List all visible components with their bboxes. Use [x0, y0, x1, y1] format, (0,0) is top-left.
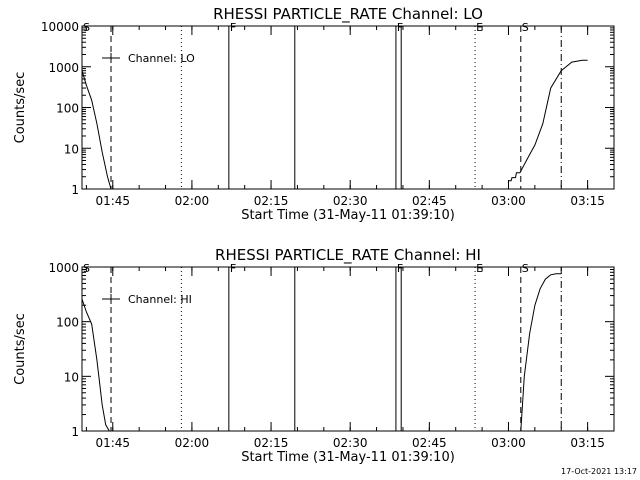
y-tick-label: 1 [71, 183, 79, 197]
y-tick-label: 1 [71, 425, 79, 439]
data-series-line [81, 298, 110, 432]
x-tick-label: 02:00 [175, 194, 210, 208]
event-marker-label: F [230, 262, 236, 275]
y-tick-label: 1000 [48, 61, 79, 75]
y-tick-label: 10000 [41, 20, 79, 34]
event-marker-label: S [522, 262, 529, 275]
x-tick-label: 03:00 [491, 436, 526, 450]
x-tick-label: 01:45 [95, 194, 130, 208]
legend-label: Channel: LO [128, 52, 195, 65]
panel-lo-channel: RHESSI PARTICLE_RATE Channel: LO 1 10 100 10… [13, 5, 615, 223]
x-tick-label: 03:00 [491, 194, 526, 208]
x-tick-label: 02:45 [412, 194, 447, 208]
event-marker-label: S [83, 21, 90, 34]
y-tick-label: 10 [64, 370, 79, 384]
x-tick-label: 02:45 [412, 436, 447, 450]
event-marker-label: S [522, 21, 529, 34]
x-axis-label: Start Time (31-May-11 01:39:10) [241, 208, 455, 223]
x-tick-label: 02:30 [333, 436, 368, 450]
plot-frame [81, 266, 615, 432]
y-axis-label: Counts/sec [13, 313, 28, 385]
data-series-line [506, 59, 588, 190]
timestamp-label: 17-Oct-2021 13:17 [561, 467, 637, 476]
y-tick-label: 100 [56, 102, 79, 116]
x-tick-label: 01:45 [95, 436, 130, 450]
y-tick-label: 10 [64, 142, 79, 156]
y-tick-label: 100 [56, 316, 79, 330]
event-marker-label: F [230, 21, 236, 34]
x-tick-label: 02:15 [254, 194, 289, 208]
data-series-line [81, 70, 112, 190]
panel-hi-channel: RHESSI PARTICLE_RATE Channel: HI 1 10 100 10… [13, 246, 615, 465]
event-marker-label: S [83, 262, 90, 275]
chart-title: RHESSI PARTICLE_RATE Channel: HI [215, 246, 481, 265]
event-marker-label: F [397, 262, 403, 275]
x-tick-label: 02:15 [254, 436, 289, 450]
event-marker-label: F [397, 21, 403, 34]
data-series-line [520, 273, 562, 432]
legend-label: Channel: HI [128, 293, 192, 306]
y-tick-label: 1000 [48, 261, 79, 275]
event-marker-label: E [476, 21, 483, 34]
plot-frame [81, 25, 615, 190]
y-axis-label: Counts/sec [13, 72, 28, 144]
x-tick-label: 03:15 [570, 194, 605, 208]
x-tick-label: 02:00 [175, 436, 210, 450]
chart-title: RHESSI PARTICLE_RATE Channel: LO [213, 5, 483, 24]
event-marker-label: E [476, 262, 483, 275]
x-axis-label: Start Time (31-May-11 01:39:10) [241, 450, 455, 465]
x-tick-label: 02:30 [333, 194, 368, 208]
x-tick-label: 03:15 [570, 436, 605, 450]
